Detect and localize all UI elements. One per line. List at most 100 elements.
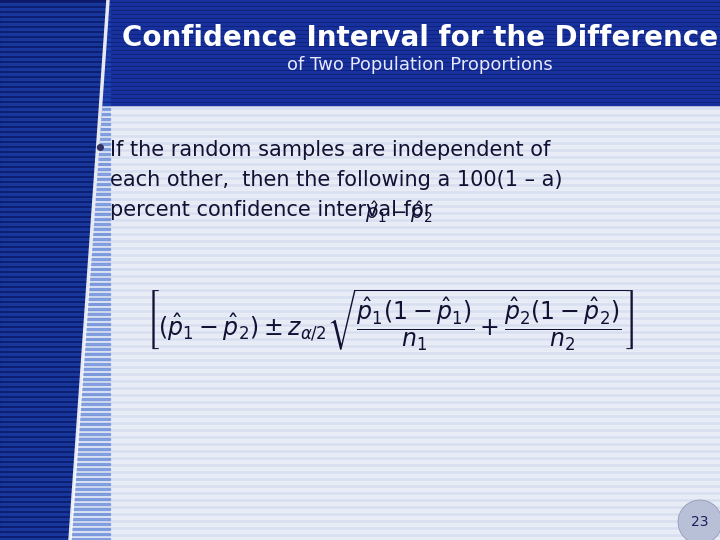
Bar: [0, 83, 110, 85]
Bar: [0, 27, 720, 29]
Bar: [0, 488, 110, 490]
Bar: [0, 103, 720, 105]
Bar: [0, 158, 110, 160]
Bar: [0, 35, 720, 37]
Bar: [0, 375, 720, 379]
Bar: [0, 533, 110, 535]
Bar: [0, 530, 720, 533]
Bar: [0, 33, 110, 35]
Bar: [0, 124, 720, 127]
Bar: [0, 93, 110, 95]
Bar: [0, 428, 110, 430]
Bar: [0, 378, 110, 380]
Bar: [0, 53, 720, 57]
Bar: [0, 238, 110, 240]
Bar: [0, 433, 110, 435]
Bar: [0, 438, 720, 442]
Bar: [0, 523, 110, 525]
Bar: [0, 248, 110, 250]
Bar: [0, 143, 110, 145]
Bar: [0, 537, 720, 540]
Bar: [0, 443, 110, 445]
Bar: [0, 183, 110, 185]
Bar: [0, 288, 110, 290]
Bar: [0, 488, 720, 491]
Bar: [0, 172, 720, 176]
Bar: [0, 200, 720, 204]
Bar: [0, 228, 720, 232]
Bar: [0, 298, 110, 300]
Bar: [0, 213, 110, 215]
Bar: [0, 473, 110, 475]
Bar: [0, 96, 720, 99]
Bar: [0, 268, 110, 270]
Bar: [0, 75, 720, 77]
Bar: [0, 207, 720, 211]
Bar: [0, 403, 720, 407]
Bar: [0, 68, 110, 70]
Bar: [0, 249, 720, 253]
Bar: [0, 493, 110, 495]
Bar: [0, 67, 720, 69]
Bar: [0, 253, 110, 255]
Bar: [0, 361, 720, 365]
Bar: [0, 483, 110, 485]
Bar: [0, 403, 110, 405]
Bar: [0, 0, 720, 105]
Bar: [0, 59, 720, 61]
Bar: [0, 313, 720, 316]
Bar: [0, 338, 110, 340]
Bar: [0, 198, 110, 200]
Bar: [0, 39, 720, 41]
Bar: [0, 460, 720, 463]
Bar: [0, 32, 720, 36]
Bar: [0, 25, 720, 29]
Bar: [0, 467, 720, 470]
Text: percent confidence interval for: percent confidence interval for: [110, 200, 433, 220]
Bar: [0, 495, 720, 498]
Text: each other,  then the following a 100(1 – a): each other, then the following a 100(1 –…: [110, 170, 562, 190]
Bar: [0, 417, 720, 421]
Bar: [0, 118, 110, 120]
Bar: [0, 193, 720, 197]
Bar: [0, 152, 720, 155]
Text: $\hat{p}_1 - \hat{p}_2$: $\hat{p}_1 - \hat{p}_2$: [365, 199, 433, 225]
Bar: [0, 203, 110, 205]
Bar: [0, 348, 110, 350]
Bar: [0, 15, 720, 17]
Bar: [0, 4, 720, 8]
Bar: [0, 63, 110, 65]
Bar: [0, 208, 110, 210]
Bar: [0, 334, 720, 337]
Bar: [0, 179, 720, 183]
Bar: [0, 58, 110, 60]
Bar: [0, 408, 110, 410]
Bar: [0, 53, 110, 55]
Bar: [0, 333, 110, 335]
Text: •: •: [92, 138, 107, 162]
Bar: [0, 299, 720, 302]
Bar: [0, 18, 720, 22]
Bar: [0, 474, 720, 477]
Bar: [0, 11, 720, 15]
Bar: [0, 308, 110, 310]
Bar: [0, 131, 720, 134]
Bar: [0, 502, 720, 505]
Bar: [0, 383, 110, 385]
Bar: [0, 283, 110, 285]
Bar: [0, 71, 720, 73]
Bar: [0, 423, 110, 425]
Bar: [0, 168, 110, 170]
Bar: [0, 128, 110, 130]
Bar: [0, 98, 110, 100]
Bar: [0, 343, 110, 345]
Bar: [0, 31, 720, 33]
Text: $\left[(\hat{p}_1 - \hat{p}_2)\pm z_{\alpha/2}\sqrt{\dfrac{\hat{p}_1(1-\hat{p}_1: $\left[(\hat{p}_1 - \hat{p}_2)\pm z_{\al…: [146, 287, 634, 353]
Bar: [0, 103, 110, 105]
Bar: [0, 113, 110, 115]
Bar: [0, 410, 720, 414]
Bar: [0, 117, 720, 120]
Bar: [0, 509, 720, 512]
Bar: [0, 39, 720, 43]
Bar: [0, 453, 110, 455]
